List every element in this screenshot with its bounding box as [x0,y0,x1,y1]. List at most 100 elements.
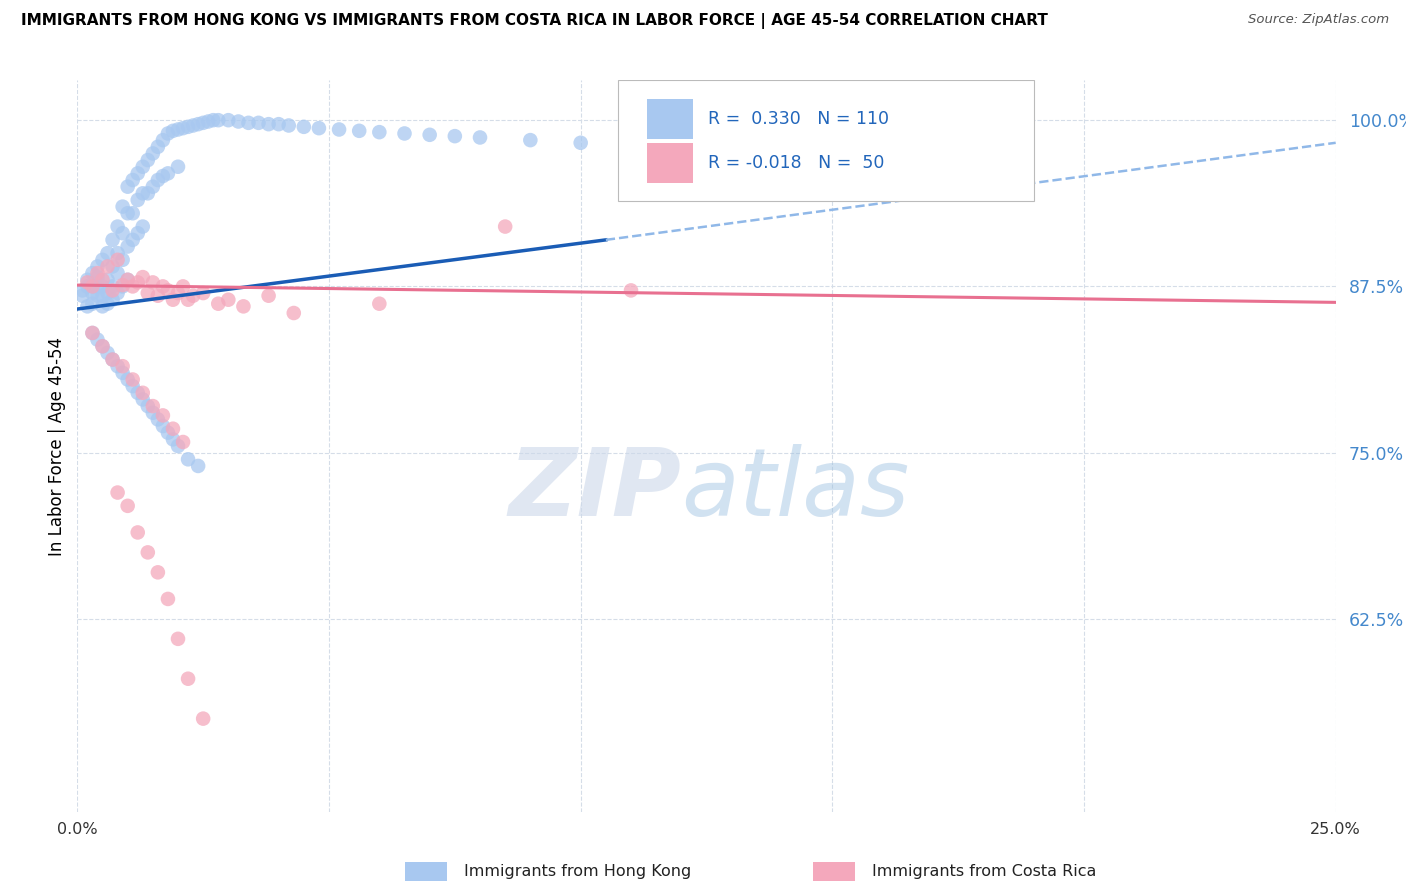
Point [82,279,104,293]
Point [132,186,155,201]
Point [177,120,200,134]
Point [136,186,159,201]
Point [142,276,165,290]
Point [72,289,94,303]
Point [162,293,184,307]
Point [172,121,194,136]
Point [177,293,200,307]
Point [82,279,104,293]
Point [167,632,190,646]
Point [232,299,254,313]
Point [76,299,98,313]
Point [76,273,98,287]
Point [207,113,229,128]
Point [191,712,215,726]
Point [257,289,280,303]
Point [91,299,114,313]
Point [191,286,215,301]
Point [177,452,200,467]
Text: Source: ZipAtlas.com: Source: ZipAtlas.com [1249,13,1389,27]
Point [368,125,391,139]
Point [720,143,742,157]
Point [207,296,229,310]
Point [347,124,370,138]
Point [146,412,169,426]
Point [107,246,129,260]
Point [146,289,169,303]
Point [127,385,149,400]
Point [101,293,124,307]
Point [519,133,541,147]
Point [111,200,134,214]
Point [111,359,134,374]
Point [76,276,98,290]
Text: IMMIGRANTS FROM HONG KONG VS IMMIGRANTS FROM COSTA RICA IN LABOR FORCE | AGE 45-: IMMIGRANTS FROM HONG KONG VS IMMIGRANTS … [21,13,1047,29]
Point [167,122,190,136]
Point [96,286,118,301]
Point [146,140,169,154]
Point [117,239,139,253]
Point [117,372,139,386]
Point [770,144,793,158]
Point [468,130,491,145]
Point [156,284,179,298]
Point [91,339,114,353]
Point [86,289,108,303]
Point [167,286,190,301]
Text: Immigrants from Hong Kong: Immigrants from Hong Kong [464,864,692,879]
Point [101,284,124,298]
Point [142,179,165,194]
Point [181,119,204,133]
Point [91,279,114,293]
Point [86,279,108,293]
Point [121,379,143,393]
Point [86,333,108,347]
Point [107,252,129,267]
Point [671,141,693,155]
Point [121,206,143,220]
Point [101,233,124,247]
Point [96,296,118,310]
Point [127,166,149,180]
Point [152,133,174,147]
Point [82,296,104,310]
Point [127,276,149,290]
Point [117,206,139,220]
Point [111,226,134,240]
Point [117,273,139,287]
Point [121,279,143,293]
Point [121,233,143,247]
Point [167,160,190,174]
FancyBboxPatch shape [647,99,693,139]
Point [111,252,134,267]
Point [142,399,165,413]
Point [156,127,179,141]
Point [187,117,209,131]
Point [91,339,114,353]
Point [156,425,179,440]
Point [191,116,215,130]
Point [368,296,391,310]
Point [82,326,104,340]
Point [72,284,94,298]
Point [257,117,280,131]
Point [142,406,165,420]
Point [156,166,179,180]
Point [76,279,98,293]
Point [86,270,108,285]
Point [101,352,124,367]
Point [96,346,118,360]
Point [91,289,114,303]
Point [328,122,350,136]
Point [111,366,134,380]
FancyBboxPatch shape [647,143,693,183]
Point [202,113,225,128]
Point [217,293,239,307]
Point [177,672,200,686]
Y-axis label: In Labor Force | Age 45-54: In Labor Force | Age 45-54 [48,336,66,556]
Point [127,193,149,207]
Point [132,392,155,407]
FancyBboxPatch shape [619,80,1033,201]
Point [152,419,174,434]
Point [620,138,643,153]
